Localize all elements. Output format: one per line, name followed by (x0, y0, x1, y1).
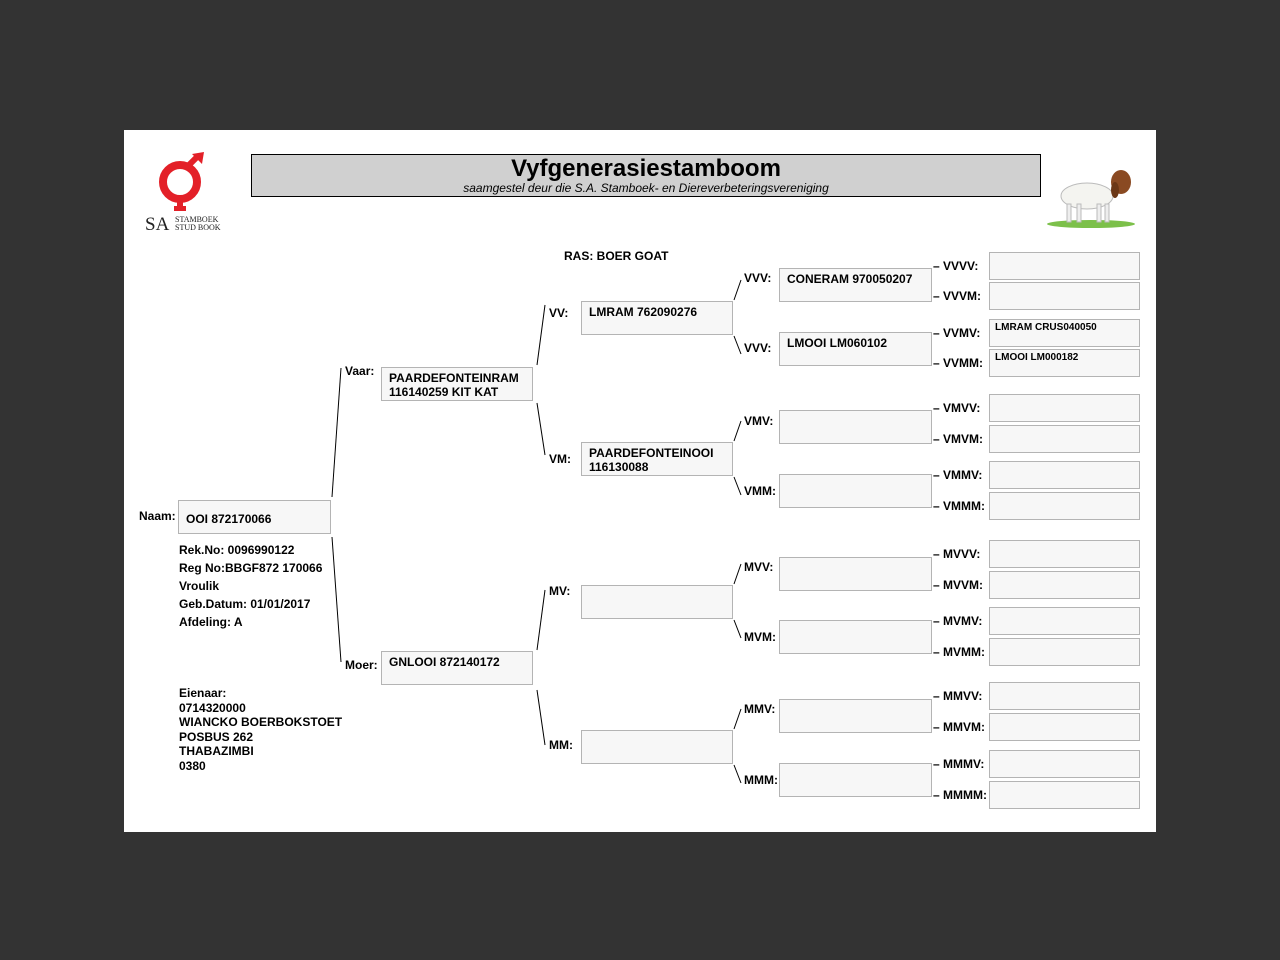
gen5-field (989, 638, 1140, 666)
logo-line-1: STAMBOEK (175, 215, 219, 224)
page-subtitle: saamgestel deur die S.A. Stamboek- en Di… (463, 181, 829, 195)
gen5-label: – MMMV: (933, 757, 985, 771)
gen4-field (779, 557, 932, 591)
breed-label: RAS: BOER GOAT (564, 249, 669, 263)
gen5-label: – VVMV: (933, 326, 981, 340)
gen5-field (989, 571, 1140, 599)
gen5-label: – MMVM: (933, 720, 985, 734)
gen4-label: MMM: (744, 773, 778, 787)
owner-code: 0380 (179, 758, 206, 773)
owner-postal: POSBUS 262 (179, 729, 254, 744)
gen5-label: – VVMM: (933, 356, 984, 370)
gen2-field: GNLOOI 872140172 (381, 651, 533, 685)
gen5-field (989, 750, 1140, 778)
gen4-label: VMM: (744, 484, 776, 498)
gen4-field (779, 474, 932, 508)
gen5-field (989, 461, 1140, 489)
gen3-label: VM: (549, 452, 571, 466)
gen5-field (989, 540, 1140, 568)
gen4-label: VVV: (744, 341, 772, 355)
gen5-label: – MMMM: (933, 788, 987, 802)
gen5-label: – VMMV: (933, 468, 983, 482)
boer-goat-image (1045, 160, 1137, 230)
birth-date: Geb.Datum: 01/01/2017 (179, 597, 311, 611)
gen2-label: Vaar: (345, 364, 375, 378)
page-title: Vyfgenerasiestamboom (511, 155, 781, 182)
gen4-field (779, 699, 932, 733)
owner-phone: 0714320000 (179, 700, 246, 715)
owner-name: WIANCKO BOERBOKSTOET (179, 715, 343, 729)
gen4-field (779, 410, 932, 444)
gen4-label: VVV: (744, 271, 772, 285)
gen3-field: LMRAM 762090276 (581, 301, 733, 335)
gen5-label: – MVMM: (933, 645, 985, 659)
title-banner: Vyfgenerasiestamboom saamgestel deur die… (251, 154, 1041, 197)
gen5-label: – VVVM: (933, 289, 982, 303)
logo-symbol-icon (159, 152, 204, 211)
gen5-field (989, 282, 1140, 310)
gen5-label: – VMMM: (933, 499, 985, 513)
gen5-field (989, 607, 1140, 635)
gen4-label: MMV: (744, 702, 776, 716)
gen2-label: Moer: (345, 658, 378, 672)
gen4-field (779, 763, 932, 797)
gen3-label: VV: (549, 306, 569, 320)
gen4-label: MVV: (744, 560, 774, 574)
gen5-field (989, 781, 1140, 809)
gen5-label: – MVVV: (933, 547, 981, 561)
gen5-label: – MVVM: (933, 578, 984, 592)
reg-no: Reg No:BBGF872 170066 (179, 561, 323, 575)
logo-line-2: STUD BOOK (175, 223, 221, 232)
gen5-label: – MVMV: (933, 614, 983, 628)
gen3-field (581, 730, 733, 764)
gen3-field (581, 585, 733, 619)
gen4-field: CONERAM 970050207 (779, 268, 932, 302)
gen5-label: – VVVV: (933, 259, 979, 273)
gen3-field: PAARDEFONTEINOOI 116130088 (581, 442, 733, 476)
sex: Vroulik (179, 579, 220, 593)
gen5-field (989, 492, 1140, 520)
gen5-field (989, 252, 1140, 280)
division: Afdeling: A (179, 615, 243, 629)
gen5-label: – VMVM: (933, 432, 984, 446)
gen4-label: VMV: (744, 414, 774, 428)
sa-stud-book-logo: SA STAMBOEK STUD BOOK (140, 152, 232, 236)
gen4-field: LMOOI LM060102 (779, 332, 932, 366)
gen5-field: LMOOI LM000182 (989, 349, 1140, 377)
owner-label: Eienaar: (179, 686, 227, 700)
gen4-label: MVM: (744, 630, 776, 644)
owner-details: Eienaar: 0714320000 WIANCKO BOERBOKSTOET… (179, 686, 342, 773)
gen5-field (989, 425, 1140, 453)
gen5-field (989, 682, 1140, 710)
gen5-label: – VMVV: (933, 401, 981, 415)
animal-name-field: OOI 872170066 (178, 500, 331, 534)
naam-label: Naam: (139, 509, 176, 523)
rek-no: Rek.No: 0096990122 (179, 543, 295, 557)
gen5-field (989, 394, 1140, 422)
pedigree-document (124, 130, 1156, 832)
animal-details: Rek.No: 0096990122 Reg No:BBGF872 170066… (179, 541, 322, 631)
gen5-field: LMRAM CRUS040050 (989, 319, 1140, 347)
gen5-label: – MMVV: (933, 689, 983, 703)
gen4-field (779, 620, 932, 654)
gen2-field: PAARDEFONTEINRAM 116140259 KIT KAT (381, 367, 533, 401)
gen3-label: MV: (549, 584, 571, 598)
gen3-label: MM: (549, 738, 573, 752)
gen5-field (989, 713, 1140, 741)
owner-town: THABAZIMBI (179, 744, 254, 758)
logo-sa-text: SA (145, 214, 170, 235)
